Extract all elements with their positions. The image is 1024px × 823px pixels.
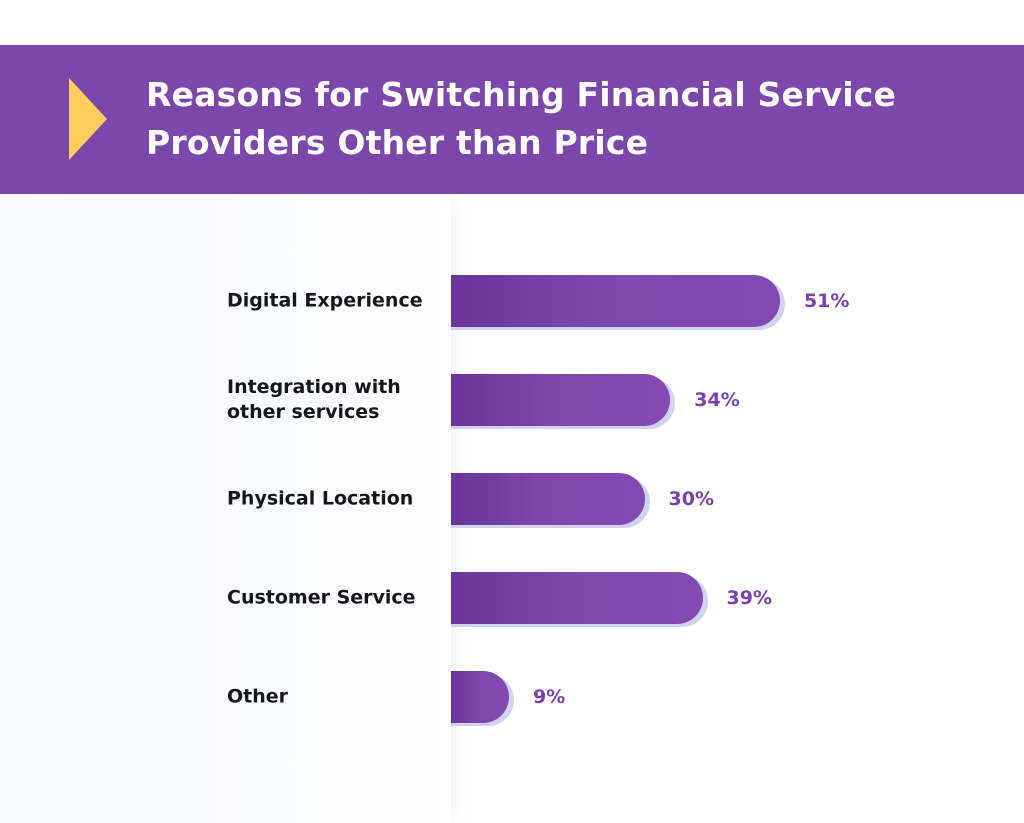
bar: [451, 572, 703, 624]
label-panel: [0, 194, 451, 823]
category-label: Physical Location: [227, 487, 414, 510]
data-label: 34%: [694, 389, 740, 411]
data-label: 51%: [803, 290, 850, 312]
data-label: 30%: [668, 488, 714, 510]
play-arrow-icon: [69, 78, 107, 160]
category-label: Integration with other services: [227, 376, 401, 423]
category-label: Digital Experience: [227, 289, 423, 312]
bar: [451, 671, 510, 723]
category-label: Other: [227, 685, 289, 708]
title-banner: [0, 45, 1024, 194]
bar: [451, 275, 780, 327]
data-label: 9%: [533, 686, 566, 708]
data-label: 39%: [726, 587, 773, 609]
category-label: Customer Service: [227, 586, 416, 609]
bar: [451, 374, 671, 426]
chart-title: Reasons for Switching Financial Service …: [146, 75, 897, 162]
bar: [451, 473, 645, 525]
